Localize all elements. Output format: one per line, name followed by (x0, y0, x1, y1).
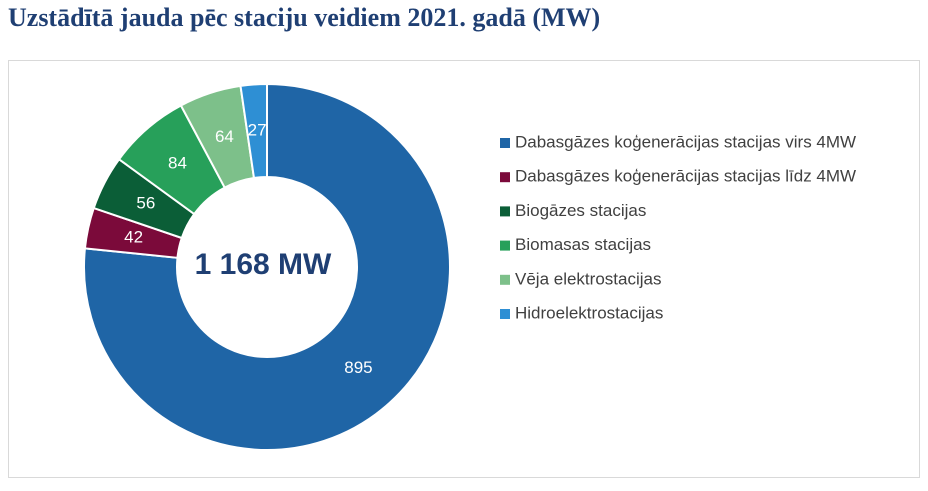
value-label: 64 (215, 127, 234, 146)
legend-marker (500, 206, 510, 217)
legend-marker (500, 240, 510, 251)
center-label: 1 168 MW (195, 248, 332, 281)
legend-marker (500, 309, 510, 319)
value-label: 42 (124, 227, 143, 246)
legend-label: Biomasas stacijas (515, 235, 651, 254)
value-label: 56 (136, 194, 155, 213)
legend-marker (500, 172, 510, 183)
legend-label: Hidroelektrostacijas (515, 303, 663, 322)
value-label: 84 (168, 153, 187, 172)
legend-label: Vēja elektrostacijas (515, 269, 661, 288)
donut-slice (83, 82, 451, 451)
value-label: 27 (248, 120, 267, 139)
legend-label: Dabasgāzes koģenerācijas stacijas virs 4… (515, 132, 856, 151)
donut-slice (239, 82, 268, 180)
legend-marker (500, 138, 510, 148)
chart-title: Uzstādītā jauda pēc staciju veidiem 2021… (8, 3, 600, 32)
value-label: 895 (344, 358, 372, 377)
legend-label: Dabasgāzes koģenerācijas stacijas līdz 4… (515, 167, 856, 186)
legend-label: Biogāzes stacijas (515, 201, 646, 220)
legend-marker (500, 274, 510, 285)
